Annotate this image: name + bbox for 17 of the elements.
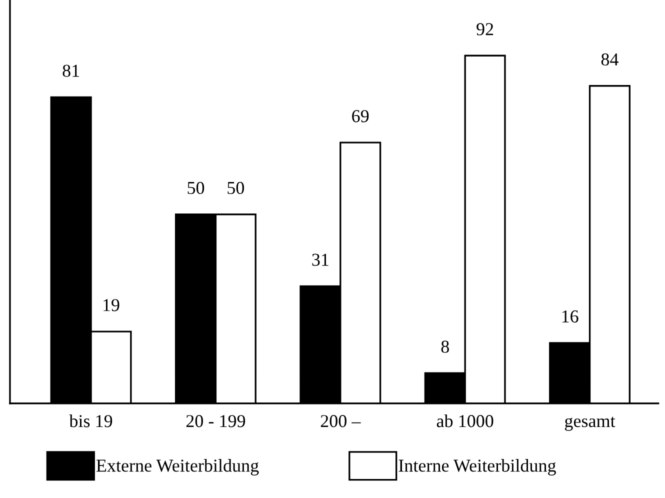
x-tick-label: gesamt bbox=[564, 416, 616, 431]
data-label: 50 bbox=[188, 182, 204, 194]
data-label: 81 bbox=[62, 64, 80, 77]
data-label: 16 bbox=[562, 310, 578, 323]
x-tick-label: 20 - 199 bbox=[186, 415, 246, 428]
data-label: 50 bbox=[228, 182, 244, 194]
data-label: 84 bbox=[601, 53, 618, 66]
data-label: 31 bbox=[312, 254, 328, 266]
legend-label: Interne Weiterbildung bbox=[398, 459, 556, 476]
x-tick-label: bis 19 bbox=[69, 414, 112, 428]
data-label: 8 bbox=[441, 340, 449, 353]
data-label: 69 bbox=[352, 110, 369, 122]
x-tick-label: ab 1000 bbox=[436, 414, 494, 428]
data-label: 92 bbox=[476, 23, 494, 36]
legend-label: Externe Weiterbildung bbox=[96, 459, 259, 476]
x-tick-label: 200 – bbox=[320, 415, 361, 428]
data-label: 19 bbox=[104, 299, 120, 312]
